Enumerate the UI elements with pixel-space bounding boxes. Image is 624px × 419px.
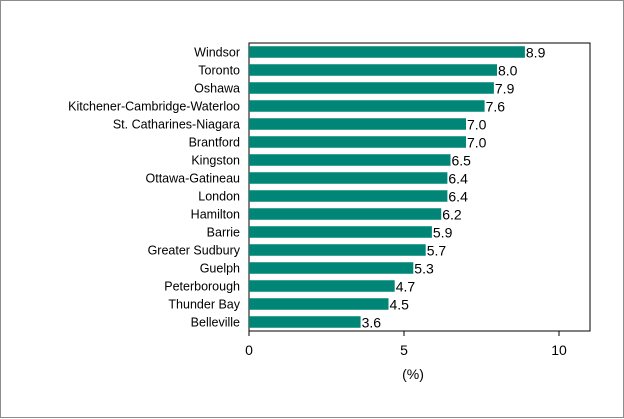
value-label-kitchener-cambridge-waterloo: 7.6 [486,99,506,115]
bar-greater-sudbury [249,244,426,256]
value-label-belleville: 3.6 [362,315,382,331]
bar-ottawa-gatineau [249,172,448,184]
value-label-london: 6.4 [448,189,468,205]
bar-windsor [249,46,525,58]
value-label-barrie: 5.9 [433,225,453,241]
category-label-greater-sudbury: Greater Sudbury [148,244,241,258]
bar-guelph [249,262,414,274]
bar-toronto [249,64,497,76]
x-tick-label-10: 10 [551,342,567,358]
value-label-toronto: 8.0 [498,63,518,79]
bar-brantford [249,136,466,148]
value-label-greater-sudbury: 5.7 [427,243,447,259]
value-label-hamilton: 6.2 [442,207,462,223]
plot-area [248,42,591,332]
category-label-toronto: Toronto [198,64,240,78]
bar-london [249,190,448,202]
value-label-brantford: 7.0 [467,135,487,151]
category-label-belleville: Belleville [191,316,240,330]
bar-barrie [249,226,432,238]
value-labels-group: 8.9 8.0 7.9 7.6 7.0 7.0 6.5 6.4 6.4 6.2 5.9 5.7 5.3 4… [362,45,546,331]
value-label-ottawa-gatineau: 6.4 [448,171,468,187]
bar-peterborough [249,280,395,292]
category-label-kingston: Kingston [191,154,240,168]
category-label-peterborough: Peterborough [164,280,240,294]
bar-st-catharines-niagara [249,118,466,130]
value-label-kingston: 6.5 [452,153,472,169]
value-label-thunder-bay: 4.5 [390,297,410,313]
value-label-peterborough: 4.7 [396,279,416,295]
category-label-oshawa: Oshawa [194,82,240,96]
bar-kingston [249,154,451,166]
category-label-windsor: Windsor [194,46,240,60]
category-label-st-catharines-niagara: St. Catharines-Niagara [113,118,240,132]
x-tick-label-5: 5 [400,342,408,358]
bar-belleville [249,316,361,328]
category-label-barrie: Barrie [207,226,240,240]
bar-hamilton [249,208,442,220]
category-label-thunder-bay: Thunder Bay [168,298,240,312]
category-label-ottawa-gatineau: Ottawa-Gatineau [146,172,241,186]
x-axis-title: (%) [402,366,424,382]
bar-kitchener-cambridge-waterloo [249,100,485,112]
bars-group [249,46,525,328]
category-labels-group: Windsor Toronto Oshawa Kitchener-Cambridge-… [68,46,241,330]
category-label-london: London [198,190,240,204]
bar-oshawa [249,82,494,94]
value-label-st-catharines-niagara: 7.0 [467,117,487,133]
value-label-oshawa: 7.9 [495,81,515,97]
value-label-windsor: 8.9 [526,45,546,61]
x-axis: 0 5 10 [245,331,567,358]
x-tick-label-0: 0 [245,342,253,358]
category-label-hamilton: Hamilton [191,208,240,222]
category-label-guelph: Guelph [200,262,240,276]
value-label-guelph: 5.3 [414,261,434,277]
category-label-brantford: Brantford [189,136,240,150]
category-label-kitchener-cambridge-waterloo: Kitchener-Cambridge-Waterloo [68,100,240,114]
bar-thunder-bay [249,298,389,310]
